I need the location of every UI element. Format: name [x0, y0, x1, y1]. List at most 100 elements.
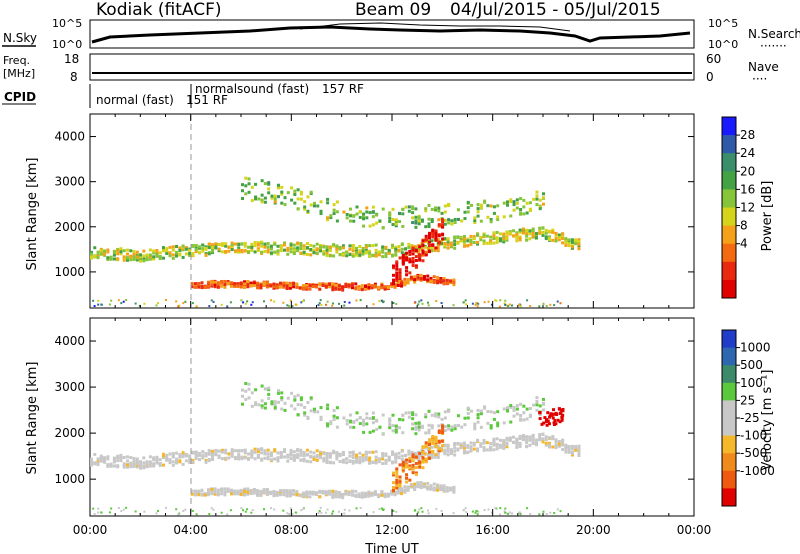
velocity-cell	[361, 456, 365, 460]
velocity-cell	[430, 426, 434, 430]
power-cell	[139, 259, 143, 263]
velocity-cell	[392, 489, 395, 493]
velocity-cell	[558, 411, 562, 415]
power-cell	[197, 285, 201, 289]
velocity-cell	[427, 456, 431, 460]
power-cell	[265, 283, 269, 287]
power-cell	[290, 198, 294, 202]
velocity-cell	[392, 481, 395, 485]
velocity-cell	[254, 403, 258, 407]
power-cell	[168, 254, 172, 258]
velocity-cell	[456, 414, 460, 418]
power-cell	[201, 243, 205, 247]
velocity-cell	[557, 439, 561, 443]
velocity-cell	[260, 447, 264, 451]
power-cell	[193, 285, 197, 289]
power-cell	[216, 283, 220, 287]
velocity-cell	[351, 450, 355, 454]
power-cell	[207, 252, 211, 256]
power-cell	[371, 244, 375, 248]
velocity-cell	[375, 427, 379, 431]
velocity-cell	[367, 490, 371, 494]
velocity-cell	[445, 486, 449, 490]
power-cell	[411, 252, 415, 256]
power-cell	[507, 305, 510, 308]
power-cell	[570, 240, 574, 244]
power-cell	[213, 280, 217, 284]
velocity-cell	[390, 450, 394, 454]
velocity-cell	[395, 481, 399, 485]
power-cell	[226, 280, 230, 284]
power-cell	[139, 253, 143, 257]
velocity-cell	[424, 413, 428, 417]
velocity-cell	[515, 445, 519, 449]
velocity-cell	[418, 465, 422, 469]
velocity-cell	[216, 490, 220, 494]
velocity-cell	[220, 492, 224, 496]
power-cell	[99, 249, 103, 253]
cpid-label: CPID	[4, 90, 36, 104]
velocity-cell	[390, 452, 394, 456]
velocity-cell	[398, 475, 402, 479]
power-cell	[495, 299, 498, 302]
velocity-cell	[359, 506, 362, 509]
power-cell	[421, 243, 425, 247]
velocity-cell	[435, 507, 438, 510]
velocity-cell	[365, 412, 369, 416]
velocity-cell	[547, 422, 551, 426]
power-cell	[466, 239, 470, 243]
power-cell	[545, 304, 548, 307]
velocity-cell	[528, 443, 532, 447]
velocity-cell	[388, 426, 392, 430]
nave-tick-top: 60	[706, 52, 721, 66]
power-cell	[535, 190, 539, 194]
velocity-cell	[476, 513, 479, 516]
power-cell	[244, 192, 248, 196]
velocity-cell	[233, 489, 237, 493]
power-cell	[383, 285, 387, 289]
velocity-cell	[350, 490, 354, 494]
velocity-cell	[430, 424, 434, 428]
power-cell	[335, 250, 339, 254]
power-cell	[506, 200, 510, 204]
velocity-cell	[260, 457, 264, 461]
power-colorbar-label: Power [dB]	[760, 181, 775, 252]
velocity-cell	[487, 508, 490, 511]
power-cell	[577, 247, 581, 251]
power-cell	[431, 228, 435, 232]
velocity-cell	[334, 495, 338, 499]
power-cell	[354, 286, 358, 290]
power-cell	[548, 229, 552, 233]
velocity-cell	[437, 412, 441, 416]
velocity-cell	[220, 489, 224, 493]
power-cell	[280, 185, 284, 189]
colorbar-swatch	[722, 207, 736, 227]
velocity-cell	[103, 459, 107, 463]
velocity-cell	[442, 489, 446, 493]
power-cell	[106, 256, 110, 260]
power-cell	[285, 281, 289, 285]
power-cell	[577, 238, 581, 242]
velocity-cell	[441, 429, 445, 433]
power-cell	[408, 257, 412, 261]
velocity-cell	[557, 407, 561, 411]
velocity-cell	[122, 465, 126, 469]
power-cell	[200, 286, 204, 290]
velocity-cell	[148, 464, 152, 468]
power-cell	[309, 190, 313, 194]
power-cell	[359, 299, 362, 302]
power-cell	[396, 280, 400, 284]
velocity-cell	[426, 453, 430, 457]
velocity-cell	[506, 409, 510, 413]
power-cell	[296, 207, 300, 211]
velocity-cell	[560, 418, 564, 422]
velocity-cell	[381, 462, 385, 466]
power-cell	[364, 243, 368, 247]
power-cell	[442, 279, 446, 283]
power-cell	[456, 235, 460, 239]
velocity-cell	[193, 489, 197, 493]
velocity-cell	[240, 507, 243, 510]
velocity-cell	[253, 450, 257, 454]
power-cell	[263, 242, 267, 246]
power-cell	[171, 253, 175, 257]
